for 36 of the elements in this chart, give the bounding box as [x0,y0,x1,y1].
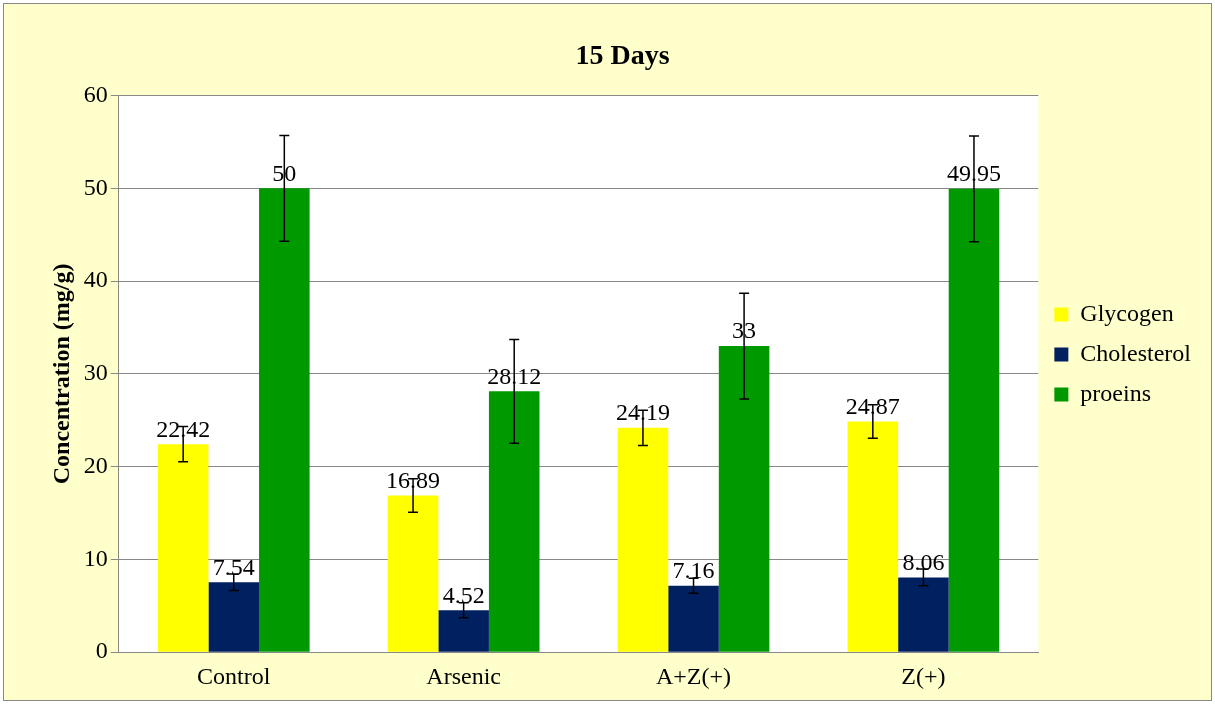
chart-title: 15 Days [575,39,670,71]
x-tick-label: Arsenic [426,662,501,689]
bar [898,577,949,652]
bar [438,610,489,652]
bar [208,582,260,652]
x-tick-label: Control [197,662,271,689]
x-tick-label: Z(+) [901,662,946,689]
data-label: 8.06 [902,548,945,575]
y-tick-label: 30 [83,359,108,386]
bar [387,495,439,652]
bar [488,391,540,652]
bar [617,427,669,652]
y-tick-label: 40 [83,266,108,293]
y-tick-label: 20 [83,451,108,478]
bar [259,188,310,652]
y-axis-title: Concentration (mg/g) [47,263,74,485]
data-label: 16.89 [386,466,441,493]
data-label: 7.54 [212,553,255,580]
data-label: 22.42 [156,415,211,442]
x-tick-label: A+Z(+) [656,662,732,689]
bar [718,346,770,652]
legend-label: Cholesterol [1080,339,1192,366]
data-label: 24.19 [615,399,670,426]
y-tick-label: 0 [95,637,108,664]
y-tick-label: 60 [83,80,108,107]
data-label: 24.87 [845,392,900,419]
bar [847,421,899,652]
bar [948,188,1000,652]
bar [157,444,209,652]
legend-label: proeins [1080,379,1152,406]
y-tick-label: 10 [83,544,108,571]
y-tick-label: 50 [83,173,108,200]
legend-label: Glycogen [1080,299,1174,326]
data-label: 7.16 [672,557,715,584]
bar [668,585,719,652]
data-label: 4.52 [442,581,485,608]
